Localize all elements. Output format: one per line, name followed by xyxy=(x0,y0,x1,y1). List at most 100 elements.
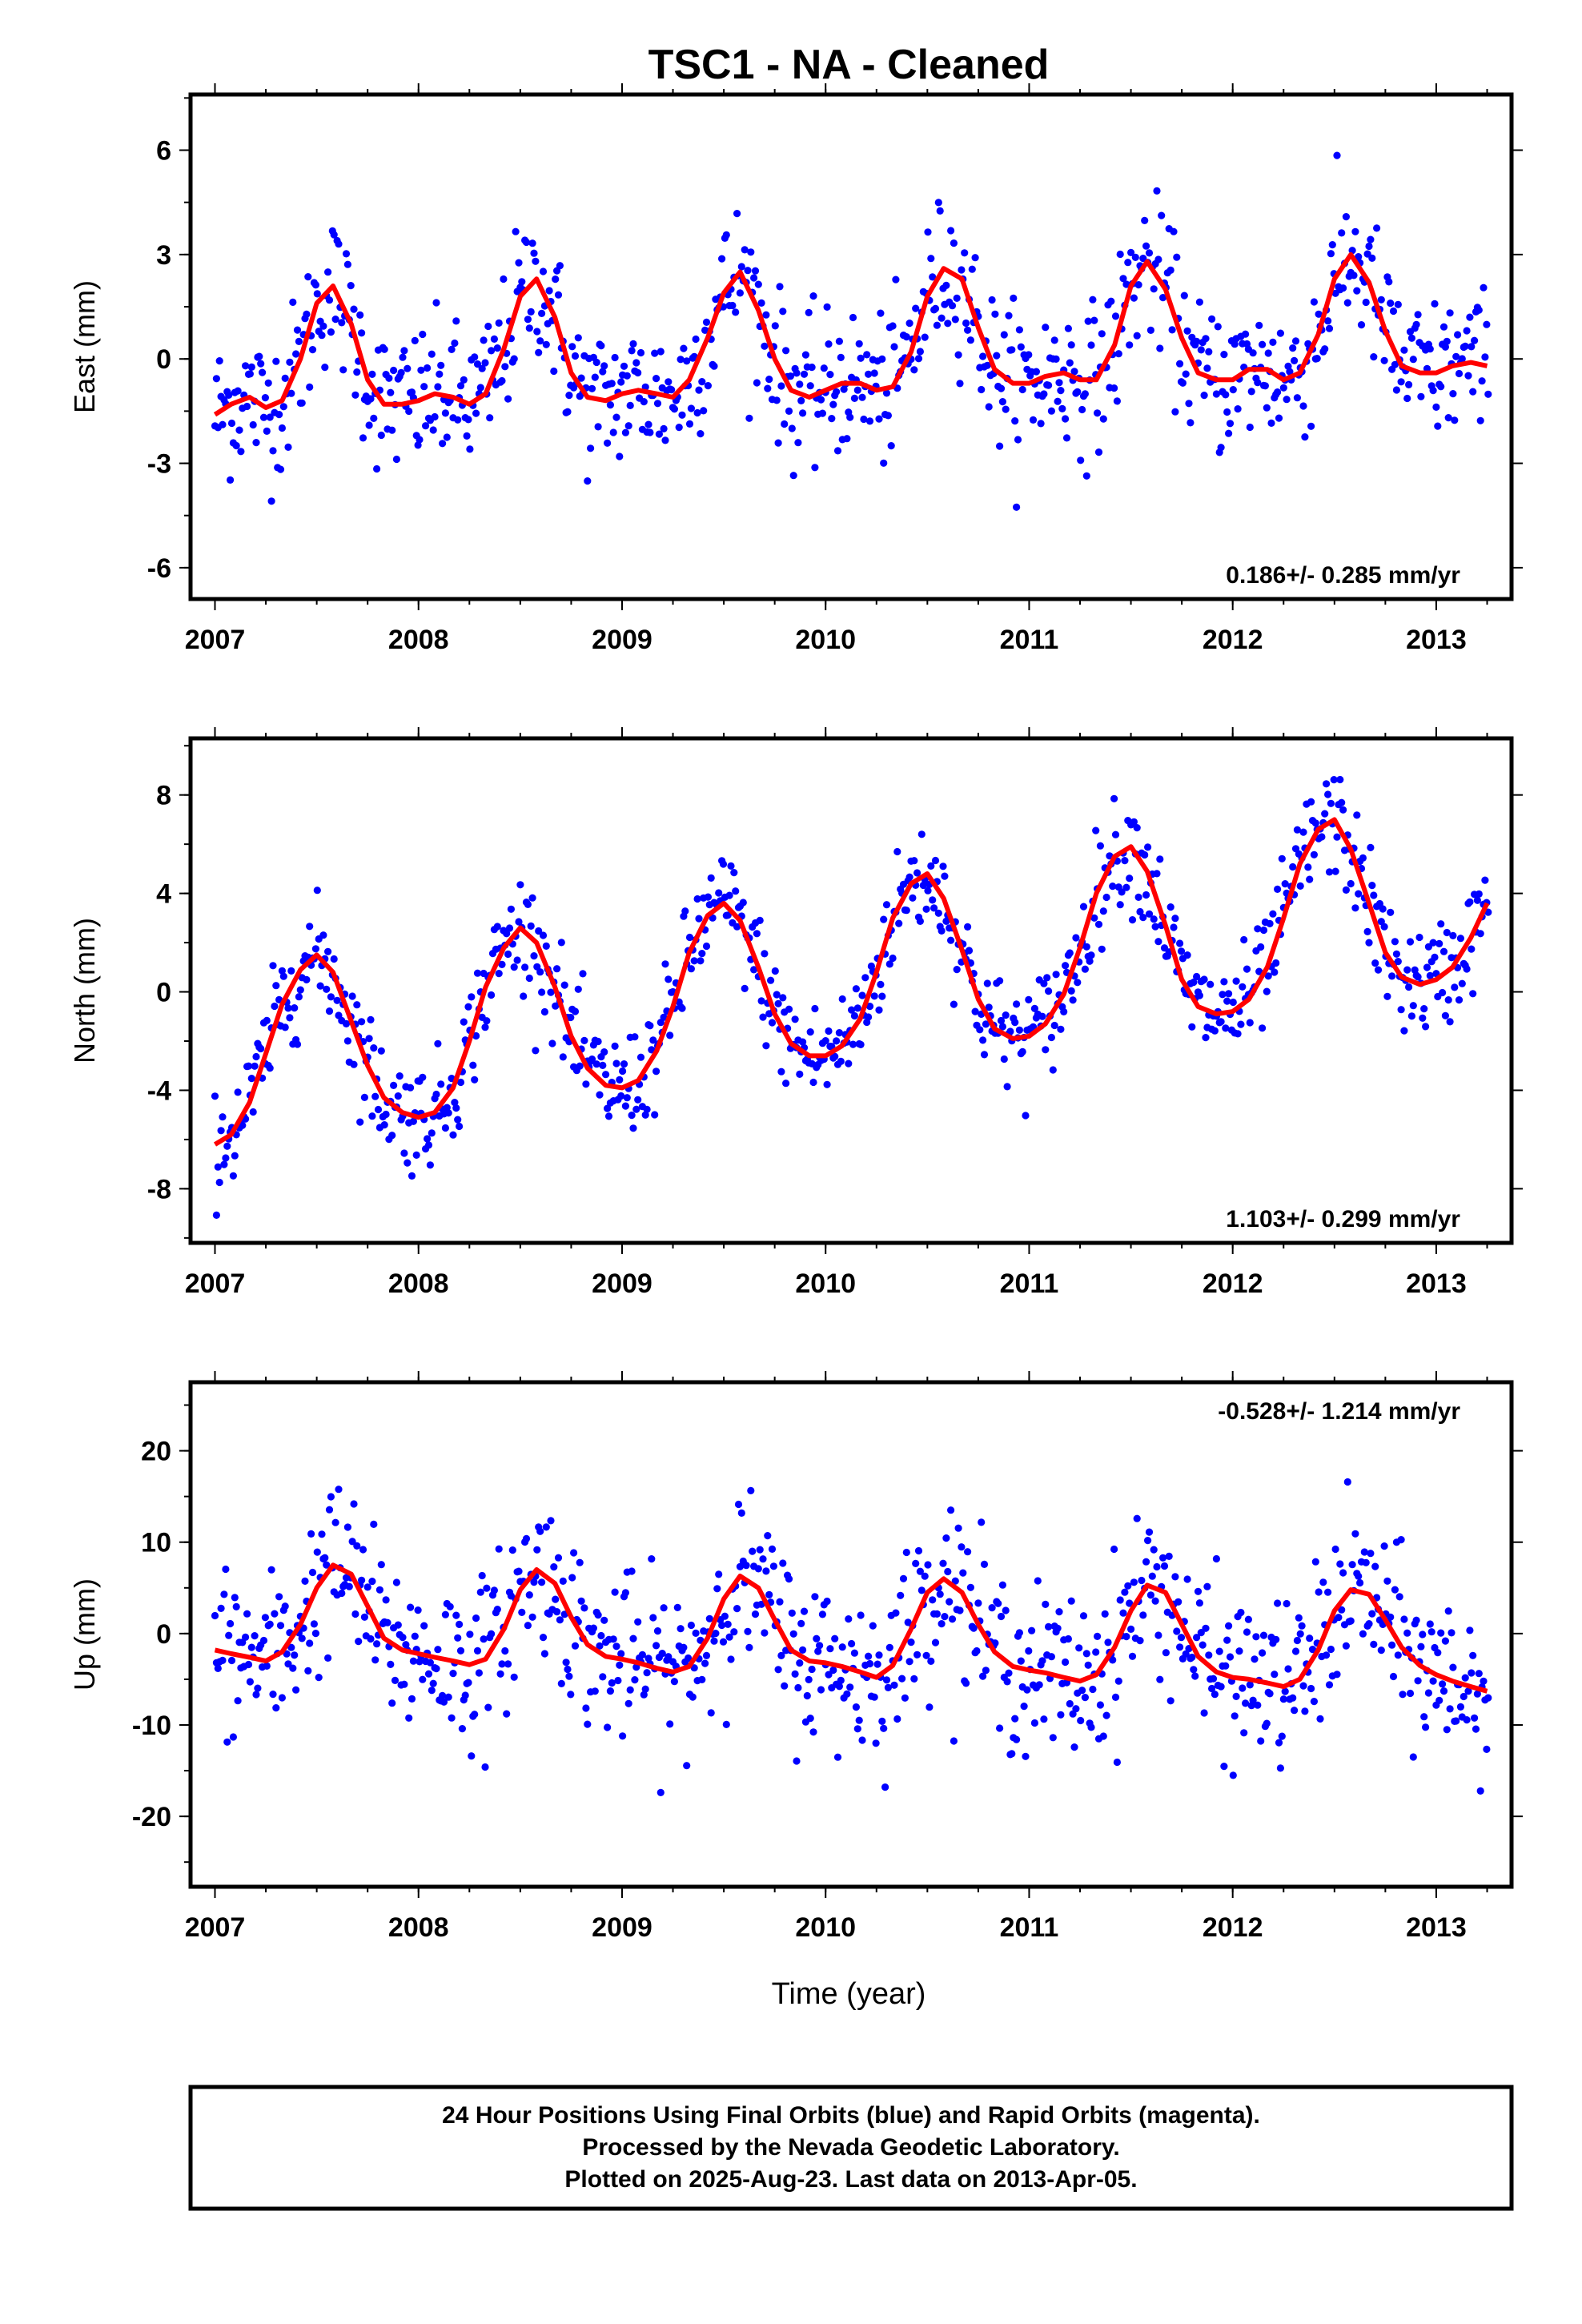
data-point xyxy=(889,954,897,963)
data-point xyxy=(1460,1692,1468,1701)
data-point xyxy=(942,1534,950,1542)
data-point xyxy=(890,343,898,351)
data-point xyxy=(777,1651,785,1659)
data-point xyxy=(1353,287,1361,295)
data-point xyxy=(875,415,883,423)
data-point xyxy=(747,1486,755,1494)
data-point xyxy=(377,431,385,440)
data-point xyxy=(1237,1020,1245,1028)
data-point xyxy=(272,1704,280,1712)
data-point xyxy=(1079,903,1088,911)
data-point xyxy=(1183,1575,1191,1583)
data-point xyxy=(1150,1546,1158,1554)
data-point xyxy=(358,1018,366,1026)
data-point xyxy=(1195,298,1203,306)
data-point xyxy=(683,1762,691,1770)
data-point xyxy=(428,350,436,358)
data-point xyxy=(1252,1633,1260,1641)
data-point xyxy=(991,1639,999,1647)
data-point xyxy=(794,1683,802,1692)
data-point xyxy=(828,415,836,423)
data-point xyxy=(419,1073,427,1081)
data-point xyxy=(1110,794,1118,802)
data-point xyxy=(1211,1691,1219,1699)
data-point xyxy=(1146,326,1154,334)
data-point xyxy=(853,386,861,394)
data-point xyxy=(1365,242,1373,251)
x-tick-label: 2009 xyxy=(592,1269,652,1299)
data-point xyxy=(1335,1614,1343,1622)
data-point xyxy=(225,391,233,399)
data-point xyxy=(1139,1611,1147,1619)
data-point xyxy=(1342,213,1350,221)
x-tick-label: 2007 xyxy=(185,1269,246,1299)
data-point xyxy=(652,1642,661,1650)
data-point xyxy=(965,947,974,955)
data-point xyxy=(776,1598,784,1606)
data-point xyxy=(399,1634,407,1642)
data-point xyxy=(939,1559,947,1567)
data-point xyxy=(1134,281,1142,289)
data-point xyxy=(959,1569,967,1577)
data-point xyxy=(850,394,858,402)
data-point xyxy=(493,1606,501,1614)
data-point xyxy=(1426,345,1434,353)
data-point xyxy=(324,268,332,276)
data-point xyxy=(1034,1577,1042,1585)
data-point xyxy=(1153,187,1161,195)
data-point xyxy=(1013,1735,1021,1743)
data-point xyxy=(1043,974,1051,982)
data-point xyxy=(1359,854,1367,862)
data-point xyxy=(1368,882,1376,890)
data-point xyxy=(480,336,488,344)
data-point xyxy=(1311,1558,1319,1566)
data-point xyxy=(1387,300,1395,308)
data-point xyxy=(406,1603,415,1611)
data-point xyxy=(1278,1732,1286,1740)
data-point xyxy=(1017,343,1025,351)
data-point xyxy=(1008,346,1016,354)
data-point xyxy=(513,956,521,964)
data-point xyxy=(1138,1576,1146,1585)
data-point xyxy=(774,999,782,1007)
data-point xyxy=(1040,979,1048,987)
data-point xyxy=(865,417,874,425)
data-point xyxy=(829,1666,837,1675)
data-point xyxy=(848,1639,856,1648)
data-point xyxy=(287,389,295,397)
data-point xyxy=(1373,224,1381,232)
data-point xyxy=(1437,1629,1445,1637)
data-point xyxy=(1350,271,1358,279)
data-point xyxy=(400,1149,408,1157)
data-point xyxy=(380,1121,388,1129)
x-tick-label: 2012 xyxy=(1203,1912,1263,1943)
data-point xyxy=(905,320,913,328)
data-point xyxy=(1116,250,1124,259)
data-point xyxy=(212,375,220,383)
data-point xyxy=(1463,965,1471,973)
data-point xyxy=(858,1736,866,1744)
data-point xyxy=(1370,891,1378,899)
data-point xyxy=(1127,248,1135,256)
data-point xyxy=(1018,385,1026,394)
data-point xyxy=(1014,436,1022,444)
data-point xyxy=(237,448,245,456)
data-point xyxy=(1022,1752,1030,1760)
data-point xyxy=(1475,1670,1483,1678)
data-point xyxy=(705,1614,713,1622)
data-point xyxy=(538,988,546,996)
data-point xyxy=(962,1679,970,1687)
data-point xyxy=(913,1651,921,1659)
data-point xyxy=(359,1546,367,1554)
data-point xyxy=(338,1589,346,1598)
data-point xyxy=(1347,879,1355,888)
data-point xyxy=(577,374,585,382)
data-point xyxy=(823,1080,831,1088)
data-point xyxy=(1195,991,1203,999)
data-point xyxy=(538,309,546,317)
data-point xyxy=(1409,1753,1417,1761)
data-point xyxy=(1466,898,1474,906)
data-point xyxy=(596,1091,604,1099)
data-point xyxy=(580,1036,588,1044)
